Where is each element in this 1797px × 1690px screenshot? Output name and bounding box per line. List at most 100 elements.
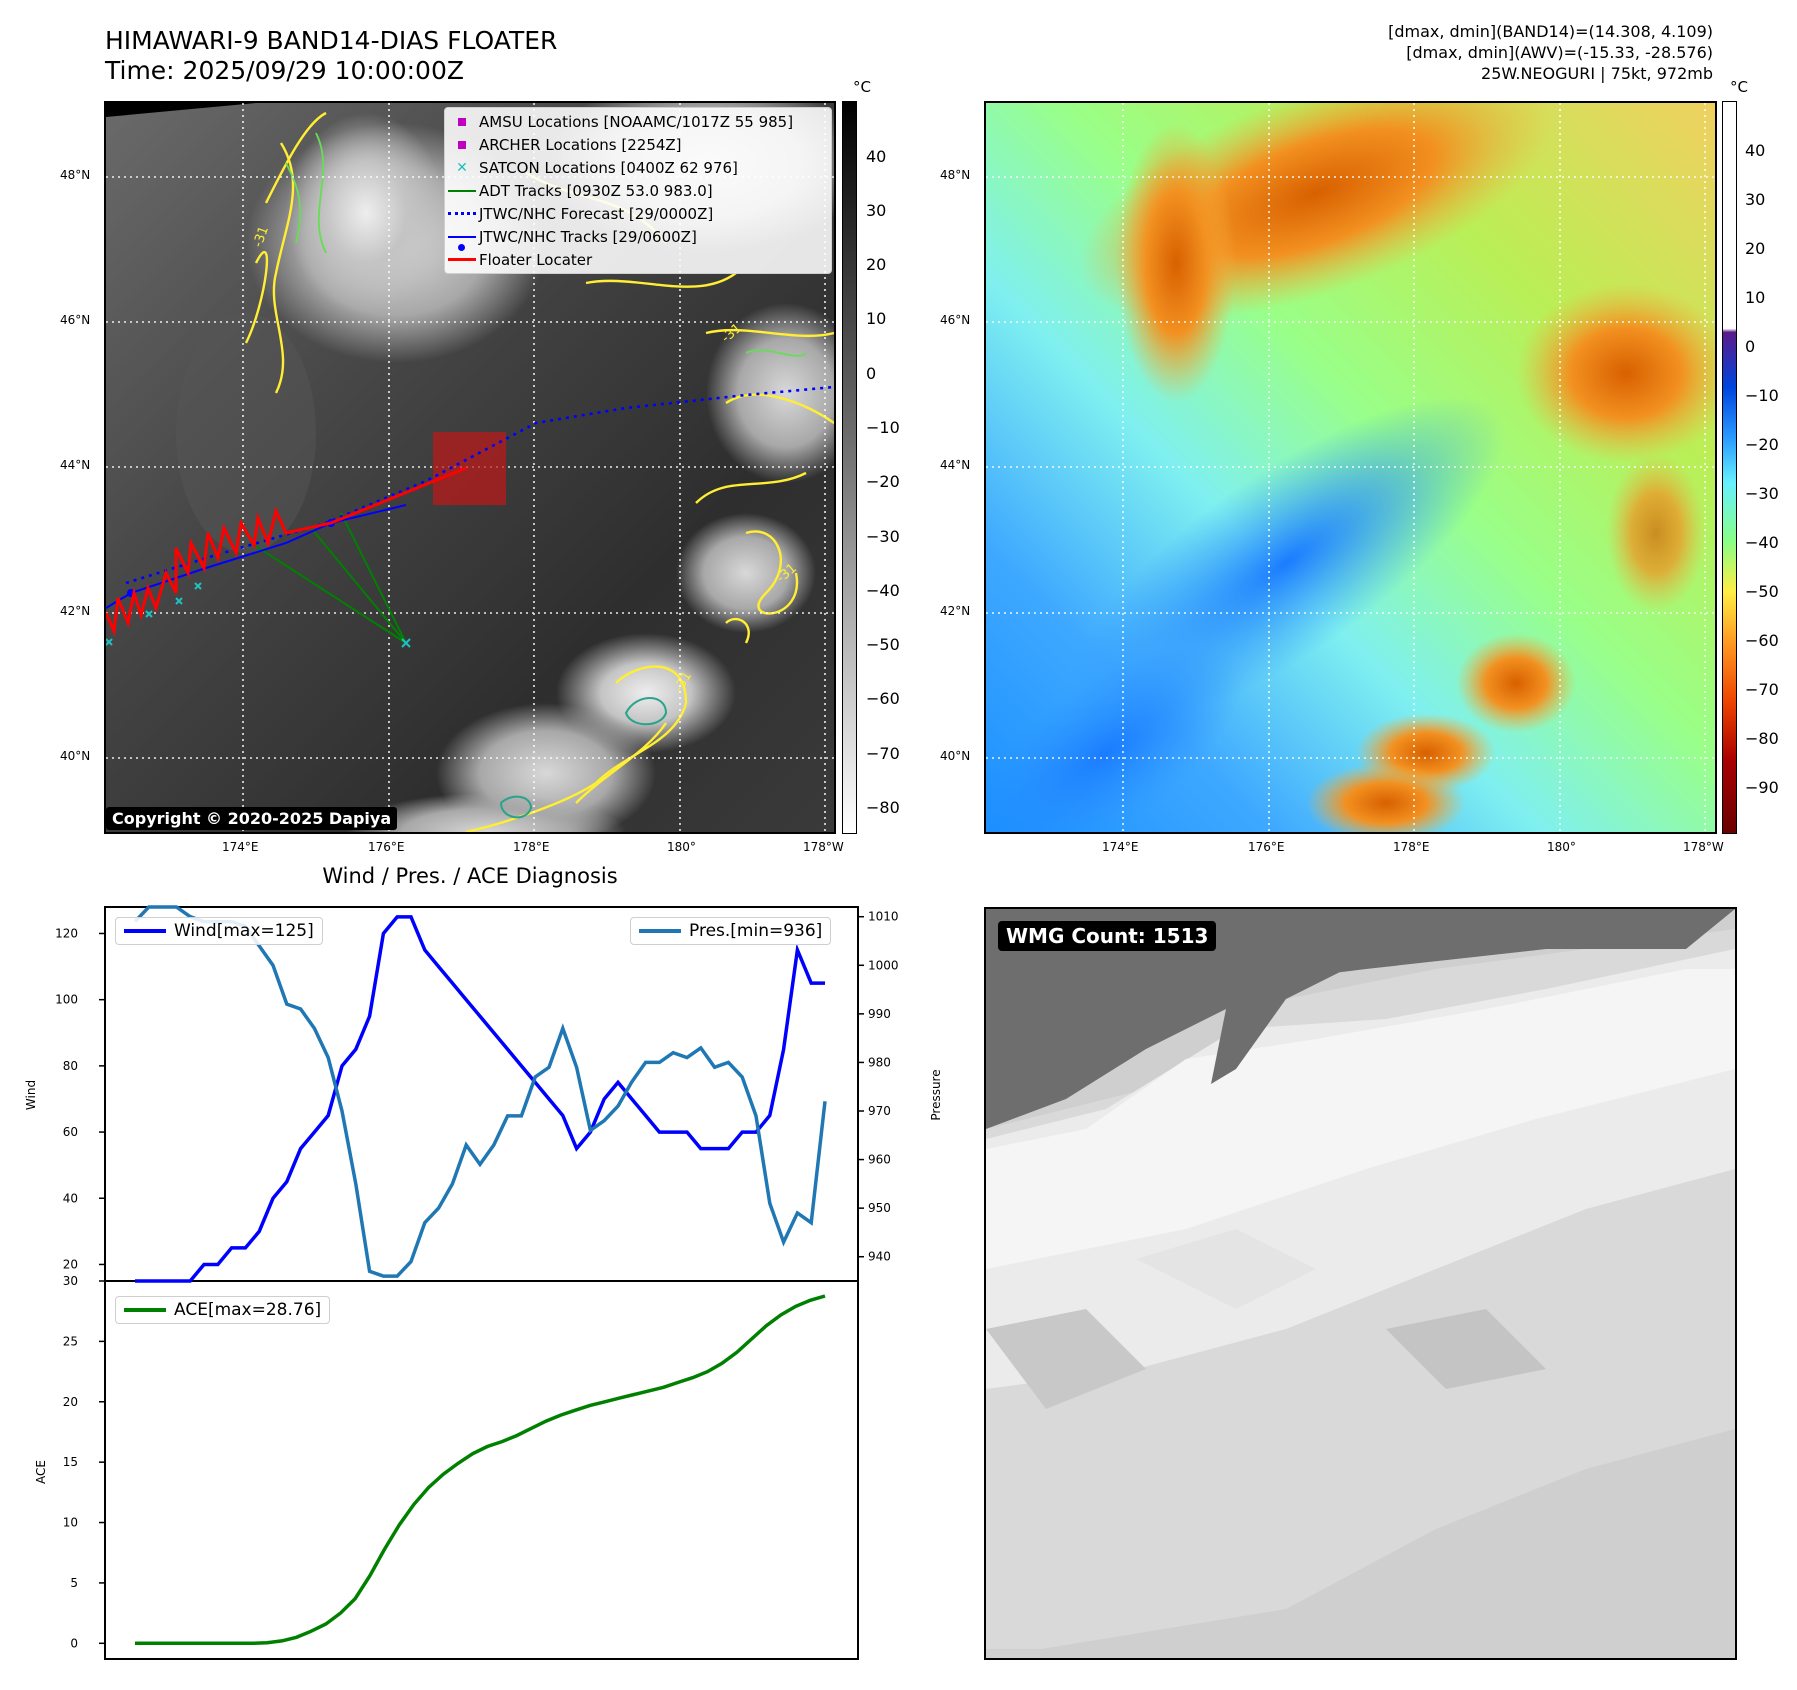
legend-item-adt: ADT Tracks [0930Z 53.0 983.0]: [445, 179, 831, 202]
figure-time: Time: 2025/09/29 10:00:00Z: [105, 56, 464, 85]
awv-colorbar-tick: −70: [1745, 680, 1779, 699]
awv-colorbar-tick: −40: [1745, 533, 1779, 552]
axis-tick-label: 10: [63, 1516, 78, 1530]
awv-colorbar-tick: 40: [1745, 141, 1766, 160]
lon-label: 176°E: [368, 840, 405, 854]
wmg-image: [986, 909, 1735, 1658]
lon-label: 176°E: [1248, 840, 1285, 854]
wind-ylabel: Wind: [24, 1080, 38, 1110]
axis-tick-label: 940: [868, 1250, 891, 1264]
ace-legend: ACE[max=28.76]: [115, 1296, 331, 1324]
ir-colorbar-tick: −40: [866, 581, 900, 600]
axis-tick-label: 0: [70, 1636, 78, 1650]
ir-colorbar-tick: −20: [866, 472, 900, 491]
dotted-line-icon: [448, 212, 476, 215]
axis-tick-label: 120: [55, 926, 78, 940]
jtwc-track: [106, 504, 407, 609]
legend-item-jtwc-tracks: JTWC/NHC Tracks [29/0600Z]: [445, 225, 831, 251]
satcon-markers: [106, 582, 411, 648]
awv-colorbar-tick: 20: [1745, 239, 1766, 258]
diagnosis-title: Wind / Pres. / ACE Diagnosis: [322, 864, 618, 888]
lat-label: 46°N: [60, 313, 91, 327]
pressure-series-line: [133, 905, 827, 1278]
legend-item-satcon: ✕ SATCON Locations [0400Z 62 976]: [456, 158, 738, 177]
ace-axes: [104, 1280, 859, 1660]
awv-colorbar-tick: −80: [1745, 729, 1779, 748]
axis-tick-label: 60: [63, 1125, 78, 1139]
lon-label: 178°W: [1683, 840, 1724, 854]
square-marker-icon: [458, 117, 466, 126]
axis-tick-label: 970: [868, 1104, 891, 1118]
lat-label: 44°N: [60, 458, 91, 472]
wmg-count-badge: WMG Count: 1513: [998, 921, 1217, 951]
axis-tick-label: 990: [868, 1007, 891, 1021]
awv-map-image: [986, 103, 1715, 832]
lon-label: 178°E: [1393, 840, 1430, 854]
ir-legend: AMSU Locations [NOAAMC/1017Z 55 985] ARC…: [444, 107, 832, 274]
awv-colorbar-tick: −60: [1745, 631, 1779, 650]
ir-map-panel: -31 -31 -31 -31: [104, 101, 836, 834]
awv-colorbar: [1722, 101, 1737, 834]
axis-tick-label: 80: [63, 1059, 78, 1073]
ir-colorbar-tick: −60: [866, 689, 900, 708]
floater-locater-track: [106, 466, 467, 637]
axis-tick-label: 1010: [868, 910, 899, 924]
awv-colorbar-tick: 10: [1745, 288, 1766, 307]
lat-label: 42°N: [940, 604, 971, 618]
ace-legend-line-icon: [124, 1308, 166, 1312]
lat-label: 48°N: [940, 168, 971, 182]
pressure-legend-line-icon: [639, 929, 681, 933]
lat-label: 40°N: [940, 749, 971, 763]
lon-label: 174°E: [222, 840, 259, 854]
ace-axis-ticks: 30 25 20 15 10 5 0: [63, 1274, 105, 1650]
axis-tick-label: 20: [63, 1395, 78, 1409]
awv-colorbar-tick: 30: [1745, 190, 1766, 209]
ace-series-line: [135, 1294, 826, 1646]
awv-map-panel: [984, 101, 1717, 834]
axis-tick-label: 5: [70, 1576, 78, 1590]
ir-colorbar-tick: −80: [866, 798, 900, 817]
lon-label: 178°W: [803, 840, 844, 854]
ir-colorbar-tick: 0: [866, 364, 877, 383]
awv-colorbar-tick: −90: [1745, 778, 1779, 797]
axis-tick-label: 980: [868, 1055, 891, 1069]
legend-item-floater: Floater Locater: [445, 248, 831, 271]
awv-colorbar-tick: −20: [1745, 435, 1779, 454]
floater-box: [433, 432, 506, 505]
lat-label: 44°N: [940, 458, 971, 472]
band14-range: [dmax, dmin](BAND14)=(14.308, 4.109): [1388, 22, 1713, 41]
line-marker-icon: [448, 189, 476, 192]
awv-colorbar-tick: 0: [1745, 337, 1756, 356]
awv-range: [dmax, dmin](AWV)=(-15.33, -28.576): [1406, 43, 1713, 62]
line-dot-icon: [448, 235, 476, 238]
square-marker-icon: [458, 140, 466, 149]
wmg-panel: WMG Count: 1513: [984, 907, 1737, 1660]
axis-tick-label: 15: [63, 1455, 78, 1469]
axis-tick-label: 1000: [868, 958, 899, 972]
pressure-legend: Pres.[min=936]: [630, 917, 832, 945]
lon-label: 178°E: [513, 840, 550, 854]
awv-colorbar-unit: °C: [1730, 78, 1748, 96]
ir-colorbar-tick: −70: [866, 744, 900, 763]
axis-tick-label: 950: [868, 1201, 891, 1215]
ace-ylabel: ACE: [34, 1460, 48, 1484]
axis-tick-label: 30: [63, 1274, 78, 1288]
awv-colorbar-tick: −50: [1745, 582, 1779, 601]
awv-gridlines: [986, 103, 1715, 832]
ir-colorbar-tick: −10: [866, 418, 900, 437]
ir-colorbar-unit: °C: [853, 78, 871, 96]
ir-colorbar-tick: 40: [866, 147, 887, 166]
ir-colorbar: [842, 101, 857, 834]
ir-colorbar-tick: 30: [866, 201, 887, 220]
lon-label: 174°E: [1102, 840, 1139, 854]
axis-tick-label: 20: [63, 1257, 78, 1271]
axis-tick-label: 25: [63, 1334, 78, 1348]
wind-series-line: [135, 915, 825, 1283]
awv-colorbar-tick: −10: [1745, 386, 1779, 405]
wind-axis-ticks: 120 100 80 60 40 20: [55, 926, 105, 1271]
wind-legend: Wind[max=125]: [115, 917, 323, 945]
x-marker-icon: ✕: [456, 159, 468, 176]
lat-label: 48°N: [60, 168, 91, 182]
legend-item-jtwc-forecast: JTWC/NHC Forecast [29/0000Z]: [445, 202, 831, 225]
